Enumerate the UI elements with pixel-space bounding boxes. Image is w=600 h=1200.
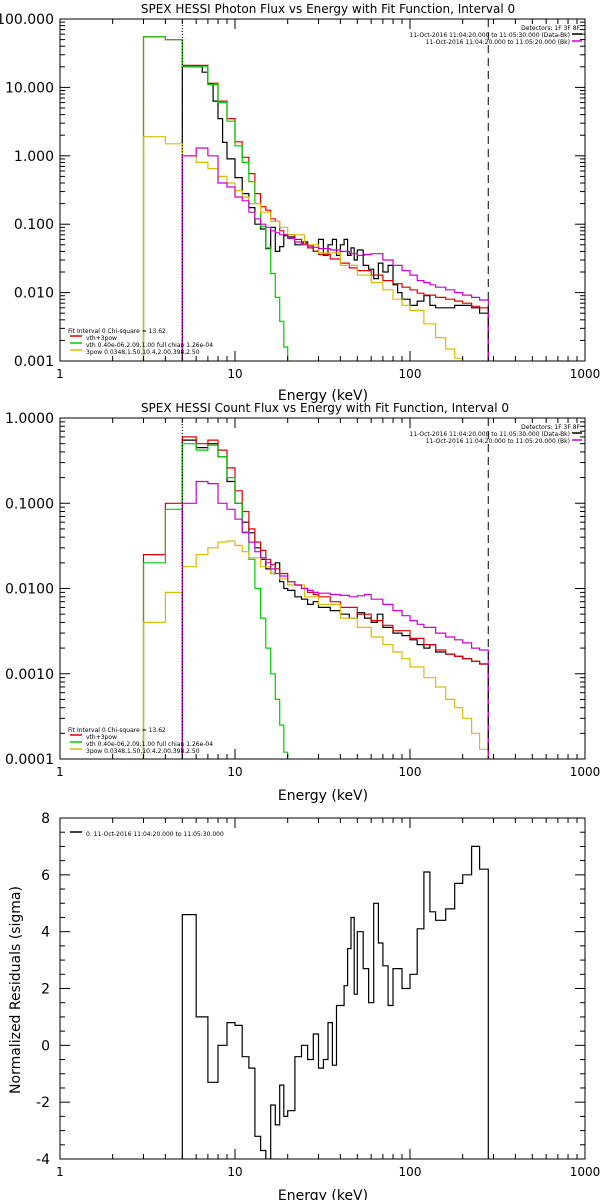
- residuals-x-tick-label: 1: [56, 1165, 64, 1179]
- residuals-y-tick-label: 6: [41, 868, 50, 884]
- photon-flux-y-ticks: 0.001 0.010 0.100 1.000 10.000 100.000: [0, 12, 585, 370]
- photon-flux-legend-swatches: [70, 335, 82, 351]
- photon-flux-x-label: Energy (keV): [278, 388, 368, 404]
- photon-flux-series-4: [181, 147, 489, 361]
- photon-flux-y-tick-label: 0.001: [14, 354, 54, 370]
- count-flux-x-tick-label: 1000: [570, 765, 600, 779]
- residuals-y-tick-label: -4: [36, 1152, 50, 1168]
- count-flux-legend-chi: Fit Interval 0 Chi-square = 13.62: [68, 727, 166, 734]
- residuals-y-label: Normalized Residuals (sigma): [8, 886, 24, 1094]
- photon-flux-series-2: [142, 36, 292, 361]
- residuals-x-tick-label: 10: [227, 1165, 242, 1179]
- residuals-y-tick-label: 2: [41, 982, 50, 998]
- count-flux-title: SPEX HESSI Count Flux vs Energy with Fit…: [141, 401, 509, 415]
- count-flux-header-swatches: [572, 432, 582, 441]
- count-flux-series-3: [142, 540, 489, 759]
- residuals-y-tick-label: -2: [36, 1095, 50, 1111]
- count-flux-panel: SPEX HESSI Count Flux vs Energy with Fit…: [5, 401, 600, 804]
- photon-flux-panel: SPEX HESSI Photon Flux vs Energy with Fi…: [0, 2, 600, 404]
- residuals-legend: 0. 11-Oct-2016 11:04:20.000 to 11:05:30.…: [86, 831, 224, 838]
- photon-flux-header-data-interval: 11-Oct-2016 11:04:20.000 to 11:05:30.000…: [409, 32, 570, 39]
- photon-flux-header-detectors: Detectors: 1F 3F 8F: [521, 25, 580, 32]
- photon-flux-header-bk-interval: 11-Oct-2016 11:04:20.000 to 11:05:20.000…: [426, 39, 570, 46]
- residuals-panel: 1 10 100 1000 -4 -2 0 2 4 6 8 Energy (keV) Normal…: [8, 811, 600, 1200]
- residuals-x-tick-label: 1000: [570, 1165, 600, 1179]
- count-flux-series-4: [181, 480, 489, 759]
- count-flux-legend-swatches: [70, 734, 82, 750]
- count-flux-x-tick-label: 10: [227, 765, 242, 779]
- count-flux-header-detectors: Detectors: 1F 3F 8F: [521, 424, 580, 431]
- photon-flux-header: Detectors: 1F 3F 8F 11-Oct-2016 11:04:20…: [409, 25, 580, 46]
- count-flux-y-tick-label: 0.1000: [5, 496, 54, 512]
- photon-flux-x-tick-label: 1: [56, 367, 64, 381]
- count-flux-y-tick-label: 0.0100: [5, 582, 54, 598]
- residuals-y-tick-label: 4: [41, 925, 50, 941]
- photon-flux-legend-3pow: 3pow 0.0348,1.50,10.4,2.00,398,2.50: [86, 349, 200, 356]
- photon-flux-y-tick-label: 10.000: [5, 80, 54, 96]
- count-flux-y-tick-label: 0.0010: [5, 667, 54, 683]
- photon-flux-y-tick-label: 0.010: [14, 286, 54, 302]
- count-flux-y-tick-label: 0.0001: [5, 752, 54, 768]
- count-flux-x-tick-label: 100: [399, 765, 422, 779]
- count-flux-header: Detectors: 1F 3F 8F 11-Oct-2016 11:04:20…: [409, 424, 580, 445]
- residuals-x-tick-label: 100: [399, 1165, 422, 1179]
- photon-flux-header-swatches: [572, 33, 582, 42]
- residuals-x-label: Energy (keV): [278, 1188, 368, 1200]
- count-flux-legend: Fit Interval 0 Chi-square = 13.62 vth+3p…: [68, 727, 213, 755]
- photon-flux-x-tick-label: 10: [227, 367, 242, 381]
- residuals-y-ticks: -4 -2 0 2 4 6 8: [36, 811, 585, 1168]
- photon-flux-legend-chi: Fit Interval 0 Chi-square = 13.62: [68, 328, 166, 335]
- count-flux-x-ticks: 1 10 100 1000: [56, 418, 600, 779]
- photon-flux-title: SPEX HESSI Photon Flux vs Energy with Fi…: [141, 2, 515, 16]
- residuals-y-tick-label: 8: [41, 811, 50, 827]
- photon-flux-x-tick-label: 1000: [570, 367, 600, 381]
- photon-flux-y-tick-label: 100.000: [0, 12, 54, 28]
- count-flux-y-ticks: 0.0001 0.0010 0.0100 0.1000 1.0000: [5, 411, 585, 768]
- photon-flux-y-tick-label: 0.100: [14, 217, 54, 233]
- residuals-x-ticks: 1 10 100 1000: [56, 818, 600, 1179]
- photon-flux-plot-frame: [59, 18, 586, 362]
- photon-flux-legend: Fit Interval 0 Chi-square = 13.62 vth+3p…: [68, 328, 213, 356]
- count-flux-legend-vth: vth 0.40e-06,2.09,1.00 full chian 1.26e-…: [86, 741, 213, 748]
- count-flux-legend-total: vth+3pow: [86, 734, 117, 741]
- photon-flux-x-ticks: 1 10 100 1000: [56, 19, 600, 381]
- photon-flux-legend-total: vth+3pow: [86, 335, 117, 342]
- count-flux-y-tick-label: 1.0000: [5, 411, 54, 427]
- count-flux-x-tick-label: 1: [56, 765, 64, 779]
- photon-flux-series-3: [142, 136, 464, 361]
- photon-flux-plot: [59, 18, 586, 362]
- count-flux-series-2: [142, 443, 289, 759]
- photon-flux-series-0: [181, 66, 489, 361]
- count-flux-header-bk-interval: 11-Oct-2016 11:04:20.000 to 11:05:20.000…: [426, 438, 570, 445]
- residuals-series-0: [181, 845, 489, 1159]
- photon-flux-legend-vth: vth 0.40e-06,2.09,1.00 full chian 1.26e-…: [86, 342, 213, 349]
- photon-flux-y-tick-label: 1.000: [14, 149, 54, 165]
- count-flux-legend-3pow: 3pow 0.0348,1.50,10.4,2.00,398,2.50: [86, 748, 200, 755]
- count-flux-x-label: Energy (keV): [278, 788, 368, 804]
- count-flux-header-data-interval: 11-Oct-2016 11:04:20.000 to 11:05:30.000…: [409, 431, 570, 438]
- residuals-legend-interval: 0. 11-Oct-2016 11:04:20.000 to 11:05:30.…: [86, 831, 224, 838]
- photon-flux-x-tick-label: 100: [399, 367, 422, 381]
- residuals-y-tick-label: 0: [41, 1038, 50, 1054]
